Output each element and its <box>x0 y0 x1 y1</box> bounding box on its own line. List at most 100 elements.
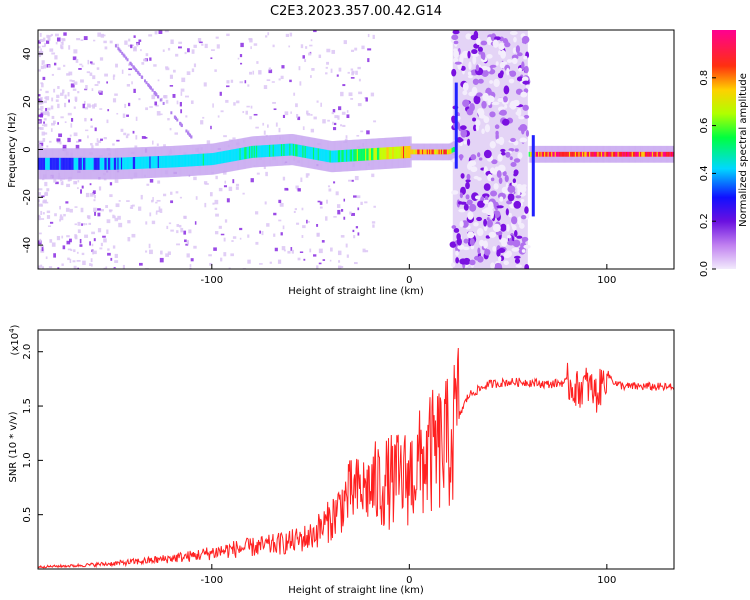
noise-blob <box>510 162 517 167</box>
background-blob <box>325 66 328 69</box>
background-blob <box>73 265 77 269</box>
background-blob <box>163 144 166 148</box>
background-blob <box>163 193 167 197</box>
background-blob <box>96 67 100 70</box>
background-blob <box>322 259 326 261</box>
background-blob <box>193 63 197 68</box>
noise-blob <box>478 157 483 161</box>
background-blob <box>98 140 102 144</box>
background-blob <box>70 117 74 122</box>
background-blob <box>39 232 42 235</box>
background-blob <box>223 237 226 242</box>
background-blob <box>73 249 76 253</box>
background-blob <box>162 49 165 52</box>
noise-blob <box>500 151 506 156</box>
background-blob <box>286 188 289 191</box>
noise-blob <box>517 216 522 225</box>
background-blob <box>295 185 299 189</box>
background-blob <box>141 136 146 139</box>
background-blob <box>180 88 185 92</box>
background-blob <box>235 183 240 187</box>
background-blob <box>104 46 108 50</box>
background-blob <box>354 175 359 181</box>
background-blob <box>77 180 80 183</box>
background-blob <box>155 211 158 215</box>
background-blob <box>90 193 94 197</box>
noise-blob <box>459 154 463 161</box>
background-blob <box>126 133 130 136</box>
background-blob <box>325 216 328 221</box>
background-blob <box>122 264 125 269</box>
colorbar: 0.0 0.2 0.4 0.6 0.8 Normalized spectral ampl… <box>699 30 749 277</box>
background-blob <box>372 34 375 39</box>
background-blob <box>290 111 292 114</box>
background-blob <box>93 207 97 213</box>
background-blob <box>371 173 375 178</box>
background-blob <box>38 100 42 105</box>
background-blob <box>176 100 179 105</box>
noise-blob <box>491 159 498 165</box>
background-blob <box>351 70 355 74</box>
trail-blob <box>132 65 135 69</box>
background-blob <box>308 52 312 56</box>
background-blob <box>259 230 261 234</box>
noise-blob <box>515 45 521 54</box>
noise-blob <box>462 82 469 91</box>
background-blob <box>42 244 44 247</box>
noise-blob <box>459 192 464 199</box>
noise-blob <box>500 148 506 153</box>
background-blob <box>41 195 45 198</box>
background-blob <box>148 34 153 37</box>
background-blob <box>334 115 338 119</box>
background-blob <box>61 263 64 266</box>
trail-blob <box>117 47 120 51</box>
background-blob <box>301 235 304 238</box>
noise-blob <box>462 99 470 108</box>
background-blob <box>38 143 42 148</box>
background-blob <box>110 257 113 261</box>
noise-blob <box>490 210 494 219</box>
background-blob <box>340 124 343 127</box>
noise-blob <box>513 158 521 163</box>
background-blob <box>223 252 227 257</box>
background-blob <box>38 94 41 97</box>
background-blob <box>310 113 313 116</box>
trail-blob <box>138 73 141 77</box>
background-blob <box>146 183 150 186</box>
noise-blob <box>511 247 520 252</box>
noise-blob <box>521 76 529 83</box>
background-blob <box>41 131 45 136</box>
background-blob <box>160 250 163 255</box>
background-blob <box>175 191 179 194</box>
noise-blob <box>523 244 531 249</box>
trail-blob <box>185 129 188 133</box>
background-blob <box>293 92 296 96</box>
background-blob <box>320 102 323 107</box>
trail-blob <box>121 51 124 55</box>
trail-blob <box>148 85 151 89</box>
background-blob <box>103 137 107 140</box>
background-blob <box>117 215 121 220</box>
noise-blob <box>513 36 517 43</box>
background-blob <box>188 229 192 234</box>
background-blob <box>184 215 187 219</box>
noise-blob <box>484 248 491 256</box>
background-blob <box>373 120 377 123</box>
background-blob <box>41 247 44 252</box>
background-blob <box>167 47 171 51</box>
background-blob <box>38 203 43 207</box>
noise-blob <box>512 47 517 54</box>
noise-blob <box>515 264 522 268</box>
noise-blob <box>515 195 522 199</box>
background-blob <box>266 79 271 82</box>
background-blob <box>176 230 179 234</box>
background-blob <box>97 212 101 217</box>
background-blob <box>318 262 322 265</box>
background-blob <box>73 180 78 185</box>
noise-blob <box>521 249 526 253</box>
noise-blob <box>457 138 464 142</box>
trail-blob <box>129 62 132 66</box>
noise-blob <box>521 127 525 135</box>
background-blob <box>115 63 118 68</box>
background-blob <box>145 250 148 253</box>
